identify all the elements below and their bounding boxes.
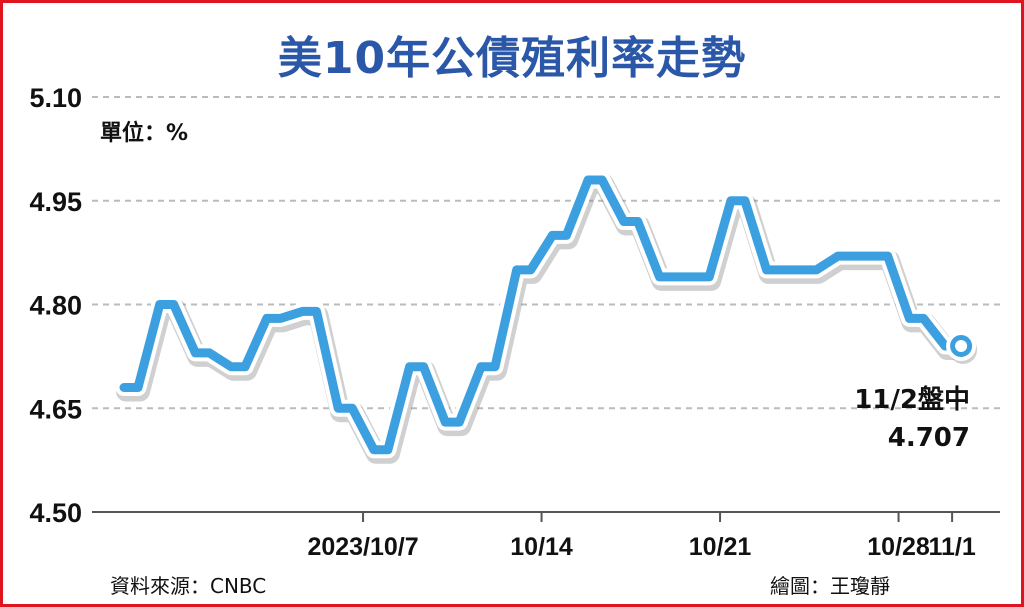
unit-label: 單位：% xyxy=(100,121,189,146)
y-tick-label: 4.65 xyxy=(29,394,82,424)
y-tick-label: 4.95 xyxy=(29,187,82,217)
credit-note: 繪圖：王瓊靜 xyxy=(770,574,890,598)
grid-lines xyxy=(92,96,1000,410)
y-tick-label: 4.80 xyxy=(29,291,82,321)
x-tick-label: 10/21 xyxy=(689,533,752,561)
annotation-line1: 11/2盤中 xyxy=(854,385,970,415)
series-line xyxy=(119,175,964,455)
y-axis-ticks: 5.10 4.95 4.80 4.65 4.50 xyxy=(29,83,82,528)
x-tick-label: 10/14 xyxy=(510,533,573,561)
series-line-shadow xyxy=(116,174,972,464)
last-point-center xyxy=(955,340,968,352)
series-group xyxy=(115,171,978,464)
x-tick-label: 2023/10/7 xyxy=(307,533,418,561)
series-line-outline xyxy=(115,171,968,459)
chart-title: 美10年公債殖利率走勢 xyxy=(277,33,747,84)
source-note: 資料來源：CNBC xyxy=(110,574,267,598)
annotation-line2: 4.707 xyxy=(888,423,970,453)
y-tick-label: 5.10 xyxy=(29,83,82,113)
y-tick-label: 4.50 xyxy=(29,498,82,528)
x-tick-label: 10/28 xyxy=(867,533,930,561)
x-tick-label: 11/1 xyxy=(928,533,975,561)
